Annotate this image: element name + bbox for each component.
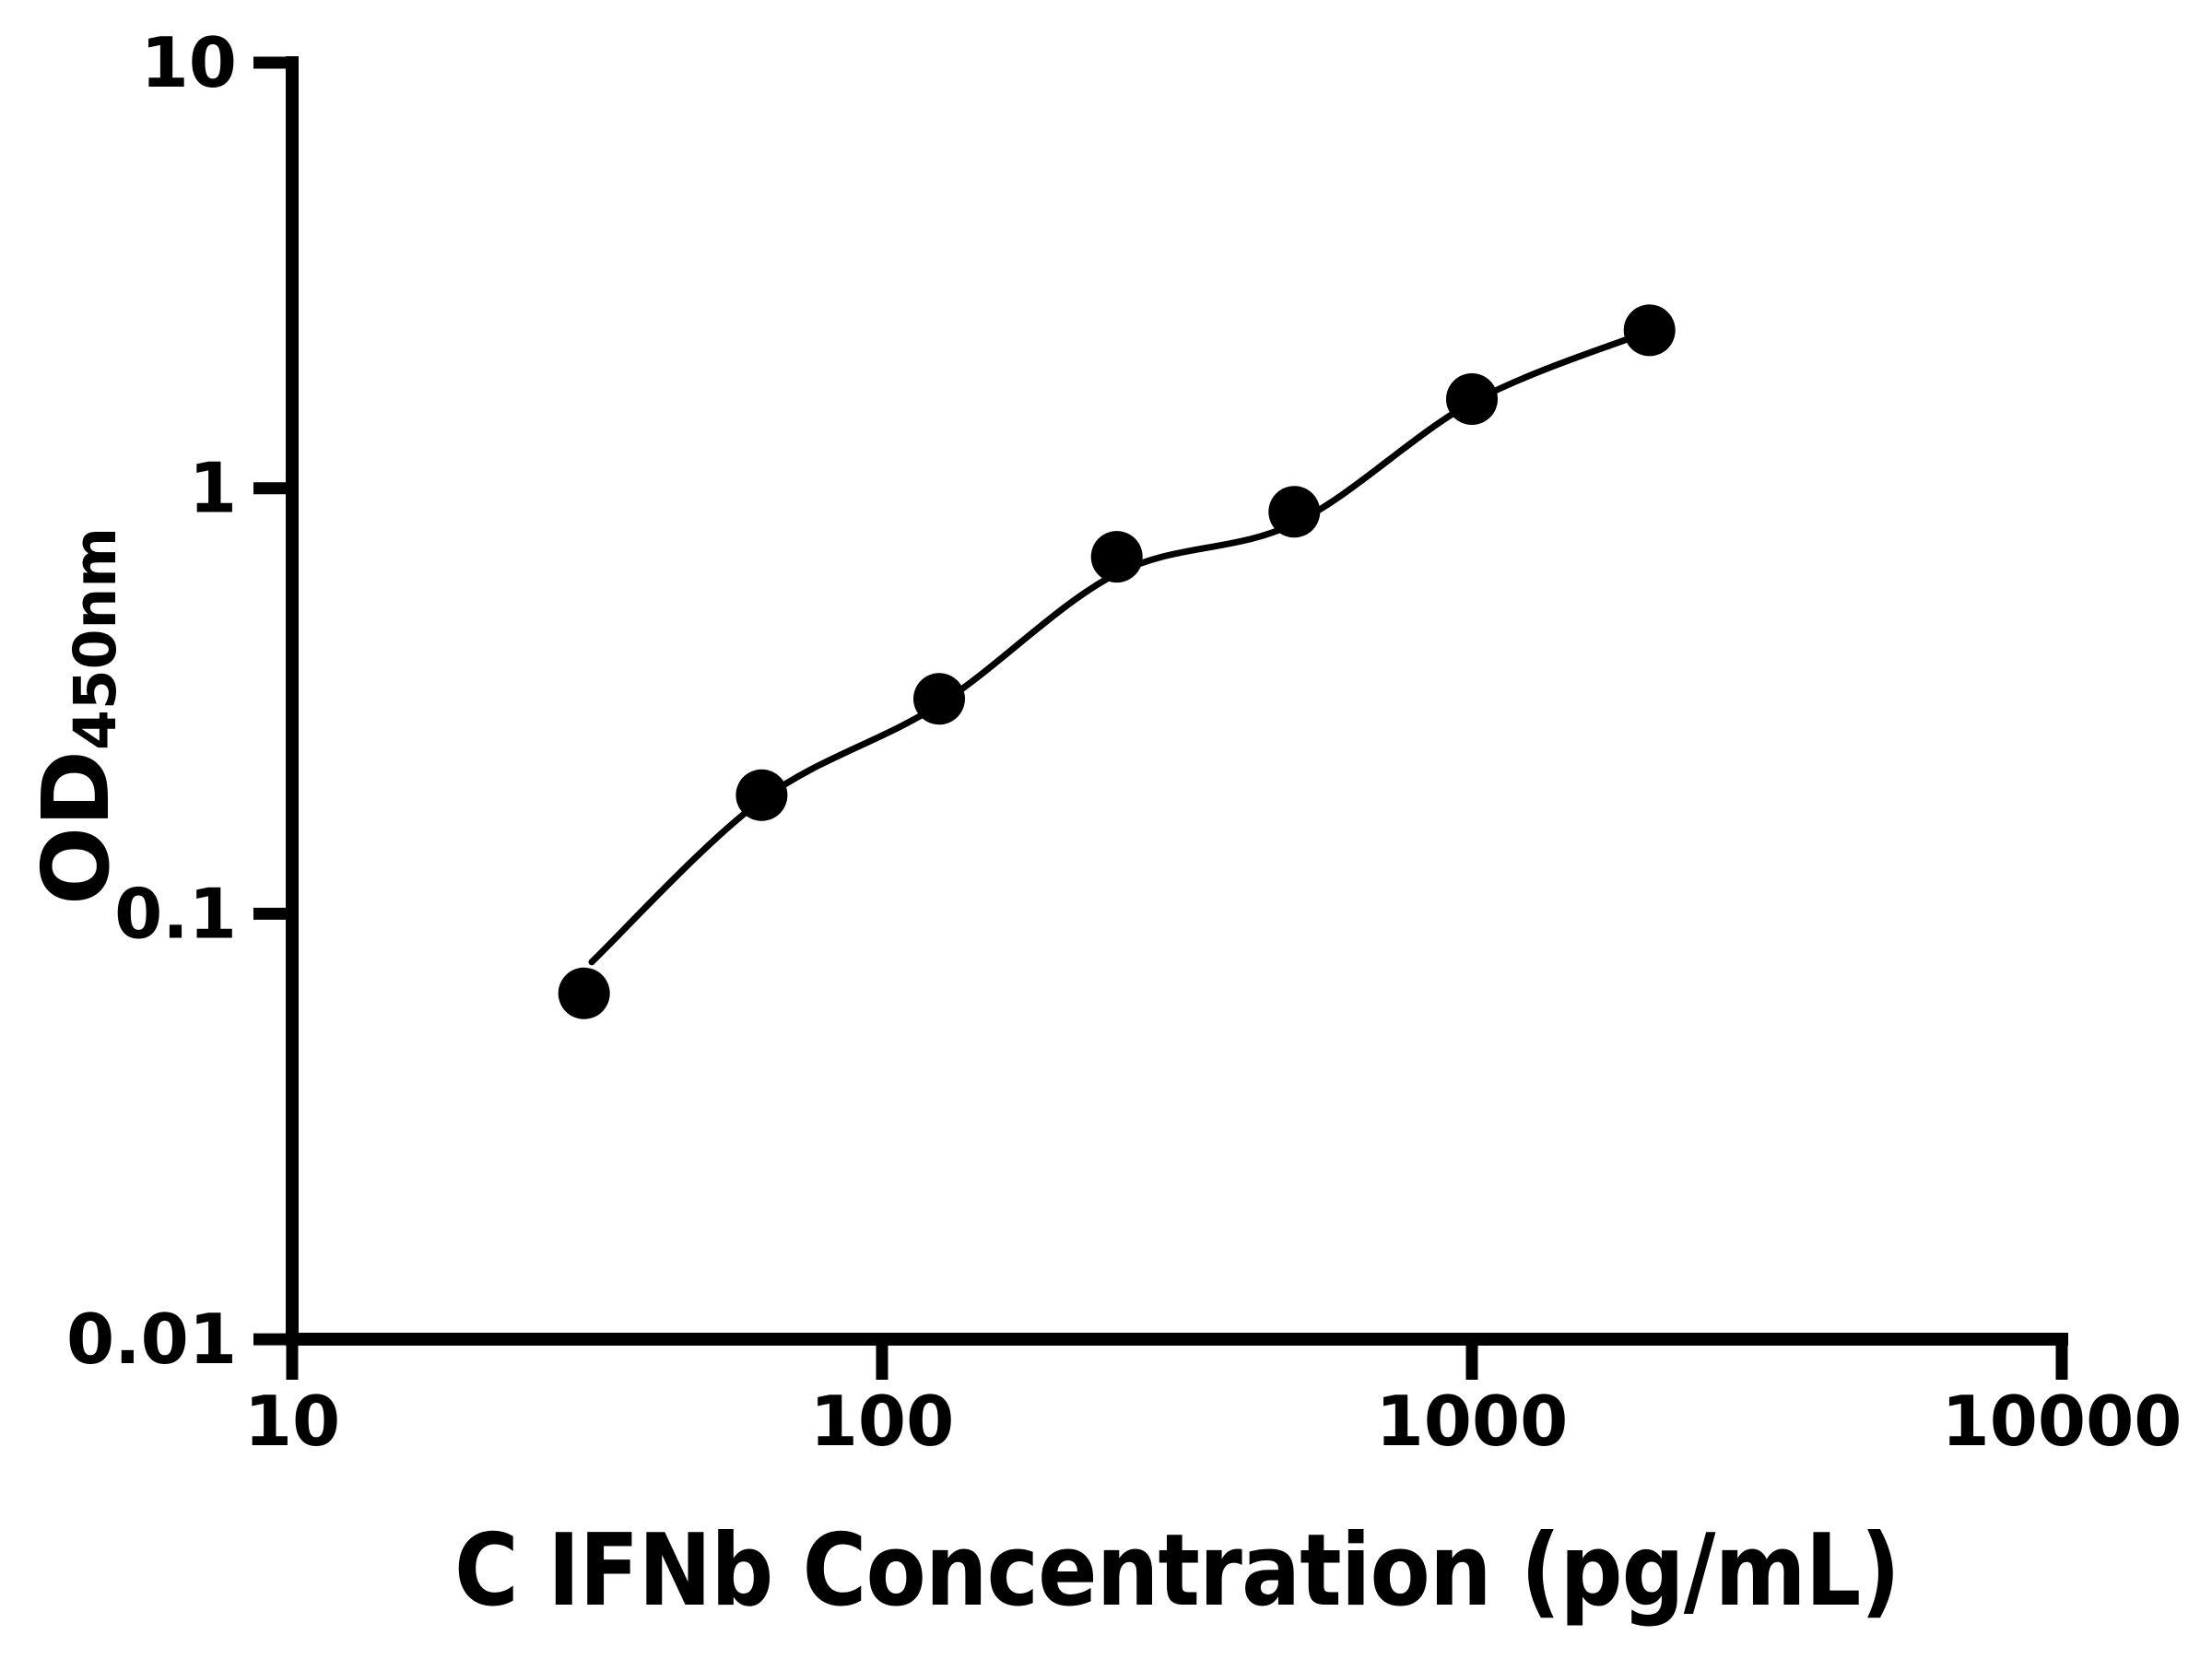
y-tick-labels-group: 10 1 0.1 0.01 — [66, 22, 237, 1380]
y-ticks-group — [253, 56, 292, 1346]
y-tick-label: 0.01 — [66, 1299, 237, 1380]
fitted-curve-line — [588, 327, 1653, 966]
x-ticks-group — [286, 1339, 2068, 1380]
y-axis-title-main: OD — [22, 749, 131, 906]
x-axis-title: C IFNb Concentration (pg/mL) — [453, 1513, 1900, 1629]
x-tick-label: 10000 — [1942, 1381, 2183, 1462]
data-point-marker — [1446, 373, 1498, 425]
y-axis-title-subscript: 450nm — [61, 526, 129, 750]
x-tick-label: 1000 — [1376, 1381, 1569, 1462]
data-point-marker — [1090, 531, 1143, 583]
data-point-marker — [1268, 486, 1321, 538]
x-tick-label: 10 — [244, 1381, 340, 1462]
axes-spines — [286, 56, 2068, 1346]
data-point-marker — [913, 673, 965, 725]
data-point-marker — [1623, 304, 1676, 357]
x-tick-label: 100 — [810, 1381, 955, 1462]
y-axis-title: OD450nm — [22, 527, 130, 905]
y-tick-label: 0.1 — [114, 873, 237, 954]
y-tick-label: 1 — [189, 448, 237, 529]
data-point-marker — [558, 967, 610, 1019]
data-points-group — [558, 304, 1676, 1019]
x-tick-labels-group: 10 100 1000 10000 — [244, 1381, 2183, 1462]
data-point-marker — [735, 769, 788, 821]
y-tick-label: 10 — [141, 22, 237, 103]
